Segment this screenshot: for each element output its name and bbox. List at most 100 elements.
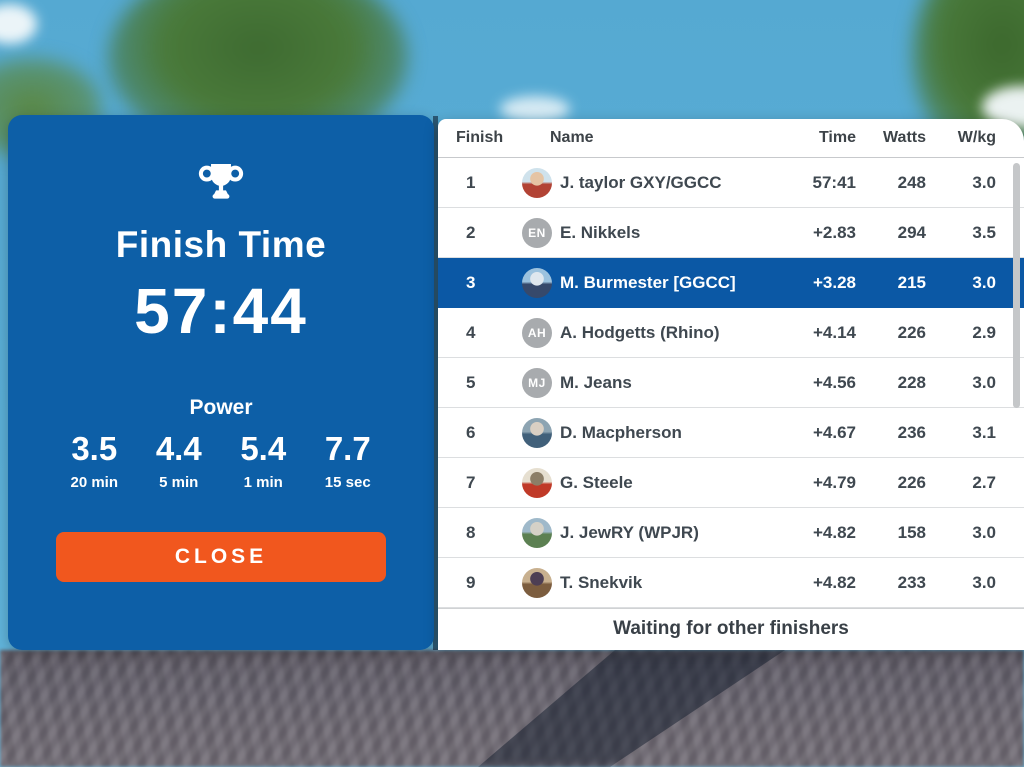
power-stat: 3.5 20 min: [52, 430, 137, 491]
rider-wkg: 3.0: [972, 572, 996, 592]
results-panel: Finish Name Time Watts W/kg 1 J. taylor …: [438, 119, 1024, 650]
scrollbar-thumb[interactable]: [1013, 163, 1020, 408]
table-row[interactable]: 5 MJ M. Jeans +4.56 228 3.0: [438, 358, 1024, 408]
rider-avatar: [522, 567, 552, 598]
rider-time: +4.82: [812, 572, 856, 592]
power-duration-label: 5 min: [159, 474, 199, 491]
rider-name: A. Hodgetts (Rhino): [560, 322, 720, 342]
rider-watts: 226: [897, 322, 926, 342]
finish-position: 2: [466, 222, 476, 242]
avatar: [522, 567, 552, 598]
rider-avatar: [522, 467, 552, 498]
waiting-status: Waiting for other finishers: [438, 608, 1024, 649]
rider-watts: 236: [897, 422, 926, 442]
avatar: EN: [522, 217, 552, 248]
rider-watts: 215: [897, 272, 926, 292]
close-button[interactable]: CLOSE: [56, 532, 386, 582]
power-stat: 5.4 1 min: [221, 430, 306, 491]
finish-summary-panel: Finish Time 57:44 Power 3.5 20 min 4.4 5…: [8, 115, 434, 650]
rider-wkg: 2.9: [972, 322, 996, 342]
finish-position: 4: [466, 322, 476, 342]
rider-time: +4.67: [812, 422, 856, 442]
rider-watts: 248: [897, 172, 926, 192]
finish-position: 9: [466, 572, 476, 592]
rider-name: E. Nikkels: [560, 222, 641, 242]
rider-watts: 228: [897, 372, 926, 392]
rider-name: T. Snekvik: [560, 572, 643, 592]
power-duration-label: 1 min: [243, 474, 283, 491]
rider-watts: 233: [897, 572, 926, 592]
power-duration-label: 15 sec: [324, 474, 371, 491]
finish-time-value: 57:44: [134, 275, 308, 347]
rider-time: +2.83: [812, 222, 856, 242]
rider-avatar: [522, 267, 552, 298]
finish-position: 5: [466, 372, 476, 392]
rider-wkg: 3.0: [972, 272, 996, 292]
avatar: AH: [522, 317, 552, 348]
table-row[interactable]: 3 M. Burmester [GGCC] +3.28 215 3.0: [438, 258, 1024, 308]
panel-divider: [433, 116, 438, 650]
avatar: [522, 467, 552, 498]
rider-wkg: 3.0: [972, 372, 996, 392]
finish-position: 8: [466, 522, 476, 542]
column-header-name: Name: [550, 129, 594, 146]
rider-watts: 158: [897, 522, 926, 542]
rider-wkg: 2.7: [972, 472, 996, 492]
rider-avatar: MJ: [522, 367, 552, 398]
table-row[interactable]: 4 AH A. Hodgetts (Rhino) +4.14 226 2.9: [438, 308, 1024, 358]
table-row[interactable]: 1 J. taylor GXY/GGCC 57:41 248 3.0: [438, 158, 1024, 208]
power-section-title: Power: [189, 396, 253, 419]
rider-wkg: 3.1: [972, 422, 996, 442]
rider-time: +3.28: [812, 272, 856, 292]
power-stat: 7.7 15 sec: [306, 430, 391, 491]
table-row[interactable]: 2 EN E. Nikkels +2.83 294 3.5: [438, 208, 1024, 258]
column-header-time: Time: [818, 129, 856, 146]
power-stat: 4.4 5 min: [137, 430, 222, 491]
table-row[interactable]: 6 D. Macpherson +4.67 236 3.1: [438, 408, 1024, 458]
rider-name: J. taylor GXY/GGCC: [560, 172, 722, 192]
column-header-finish: Finish: [456, 129, 504, 146]
rider-watts: 294: [897, 222, 926, 242]
finish-time-title: Finish Time: [115, 224, 327, 265]
rider-time: +4.82: [812, 522, 856, 542]
rider-time: 57:41: [812, 172, 856, 192]
rider-name: M. Burmester [GGCC]: [560, 272, 736, 292]
table-row[interactable]: 9 T. Snekvik +4.82 233 3.0: [438, 558, 1024, 608]
table-row[interactable]: 8 J. JewRY (WPJR) +4.82 158 3.0: [438, 508, 1024, 558]
avatar: [522, 517, 552, 548]
power-stats: 3.5 20 min 4.4 5 min 5.4 1 min 7.7 15 se…: [8, 430, 434, 491]
power-value: 3.5: [71, 430, 118, 467]
finish-position: 3: [466, 272, 476, 292]
rider-wkg: 3.0: [972, 172, 996, 192]
rider-name: M. Jeans: [560, 372, 632, 392]
rider-avatar: [522, 417, 552, 448]
finish-position: 7: [466, 472, 476, 492]
rider-name: J. JewRY (WPJR): [560, 522, 699, 542]
rider-time: +4.79: [812, 472, 856, 492]
rider-watts: 226: [897, 472, 926, 492]
power-value: 7.7: [324, 430, 371, 467]
rider-avatar: AH: [522, 317, 552, 348]
avatar: [522, 417, 552, 448]
trophy-icon: [8, 159, 434, 210]
rider-time: +4.56: [812, 372, 856, 392]
cloud-image: [500, 96, 570, 122]
power-duration-label: 20 min: [70, 474, 119, 491]
finish-position: 6: [466, 422, 476, 442]
rider-avatar: [522, 517, 552, 548]
avatar: MJ: [522, 367, 552, 398]
rider-time: +4.14: [812, 322, 856, 342]
avatar: [522, 167, 552, 198]
results-header-row: Finish Name Time Watts W/kg: [438, 119, 1024, 158]
avatar: [522, 267, 552, 298]
rider-wkg: 3.0: [972, 522, 996, 542]
column-header-watts: Watts: [883, 129, 926, 146]
results-body: 1 J. taylor GXY/GGCC 57:41 248 3.0 2 EN …: [438, 158, 1024, 608]
finish-position: 1: [466, 172, 476, 192]
rider-wkg: 3.5: [972, 222, 996, 242]
table-row[interactable]: 7 G. Steele +4.79 226 2.7: [438, 458, 1024, 508]
rider-name: D. Macpherson: [560, 422, 682, 442]
rider-avatar: EN: [522, 217, 552, 248]
power-value: 5.4: [240, 430, 287, 467]
